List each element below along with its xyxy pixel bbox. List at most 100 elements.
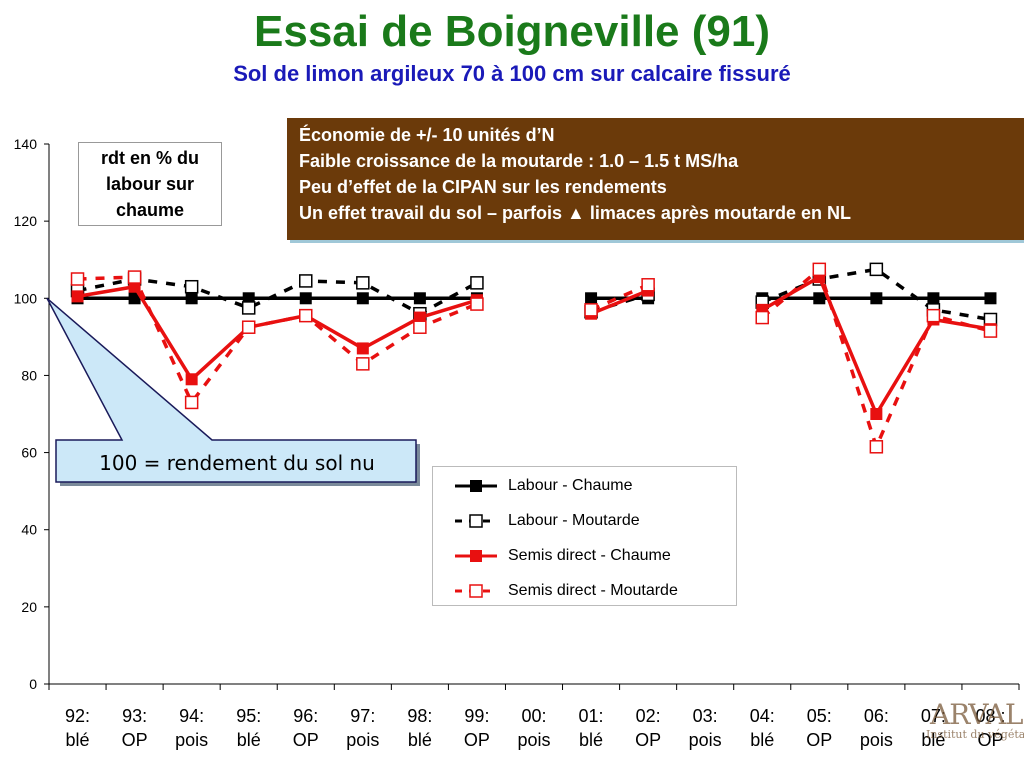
arvalis-logo: ARVALIS Institut du végétal <box>924 694 1024 768</box>
logo-subtext: Institut du végétal <box>926 728 1024 741</box>
x-tick-label: 00: <box>521 706 546 726</box>
legend-label: Labour - Chaume <box>508 477 633 494</box>
x-tick-label: OP <box>977 730 1003 750</box>
y-axis-label-line: labour sur <box>105 174 194 194</box>
data-point <box>184 395 199 410</box>
data-point <box>185 292 198 305</box>
x-tick-label: OP <box>293 730 319 750</box>
x-tick-label: blé <box>579 730 603 750</box>
series-semis-direct-moutarde <box>70 262 998 454</box>
x-tick-label: 05: <box>807 706 832 726</box>
data-point <box>356 342 369 355</box>
y-axis-label: rdt en % du labour sur chaume <box>78 142 222 226</box>
x-tick-label: blé <box>408 730 432 750</box>
series-labour-moutarde <box>70 262 998 327</box>
data-point <box>413 320 427 334</box>
data-point <box>299 308 313 323</box>
data-point <box>413 292 426 305</box>
data-point <box>299 292 312 305</box>
legend-swatch-semis-chaume <box>455 550 497 562</box>
logo-text: ARVALIS <box>930 698 1024 731</box>
info-line: Peu d’effet de la CIPAN sur les rendemen… <box>299 177 667 197</box>
info-line: Un effet travail du sol – parfois ▲ lima… <box>299 203 851 223</box>
data-point <box>983 324 998 338</box>
data-point <box>927 292 940 305</box>
data-point <box>70 272 85 286</box>
data-point <box>128 292 141 305</box>
x-tick-label: OP <box>806 730 832 750</box>
series-line <box>590 288 649 316</box>
legend-label: Labour - Moutarde <box>508 512 640 529</box>
legend-label: Semis direct - Moutarde <box>508 582 678 599</box>
data-point <box>241 320 256 334</box>
chart-axes <box>44 143 1020 690</box>
legend-item: Labour - Moutarde <box>453 506 733 536</box>
y-tick-label: 20 <box>21 599 37 615</box>
y-tick-labels: 0 20 40 60 80 100 120 140 <box>14 136 38 692</box>
data-point <box>870 408 883 420</box>
data-point <box>869 440 884 454</box>
legend-item: Semis direct - Chaume <box>453 541 733 571</box>
x-tick-label: blé <box>921 730 945 750</box>
info-box: Économie de +/- 10 unités d’N Faible cro… <box>287 118 1024 240</box>
chart-legend: Labour - Chaume Labour - Moutarde Semis … <box>432 466 737 606</box>
data-point <box>584 303 598 317</box>
x-tick-label: 98: <box>407 706 432 726</box>
x-tick-label: 93: <box>122 706 147 726</box>
y-tick-label: 60 <box>21 445 37 461</box>
data-point <box>984 292 997 305</box>
x-tick-label: OP <box>122 730 148 750</box>
data-point <box>299 274 313 288</box>
x-tick-label: blé <box>66 730 90 750</box>
x-tick-label: 96: <box>293 706 318 726</box>
y-axis-label-line: chaume <box>115 200 185 220</box>
data-point <box>185 373 198 386</box>
x-tick-label: 06: <box>864 706 889 726</box>
series-semis-direct-chaume <box>71 271 997 420</box>
x-tick-label: 95: <box>236 706 261 726</box>
x-tick-label: 94: <box>179 706 204 726</box>
data-point <box>869 262 884 277</box>
y-tick-label: 40 <box>21 522 37 538</box>
info-line: Économie de +/- 10 unités d’N <box>299 125 555 145</box>
callout-shape <box>46 297 420 486</box>
x-tick-label: 92: <box>65 706 90 726</box>
callout-bubble <box>46 297 417 483</box>
x-tick-label: OP <box>635 730 661 750</box>
y-tick-label: 80 <box>21 367 37 383</box>
x-tick-label: 08 : <box>975 706 1005 726</box>
info-line: Faible croissance de la moutarde : 1.0 –… <box>299 151 739 171</box>
data-point <box>470 297 484 311</box>
callout-text: 100 = rendement du sol nu <box>99 451 375 475</box>
x-tick-labels: 92: blé 93: OP 94: pois 95: blé 96: OP 97: pois 98: b… <box>65 706 1005 750</box>
x-tick-label: 01: <box>579 706 604 726</box>
x-tick-label: blé <box>237 730 261 750</box>
series-line <box>77 275 478 405</box>
data-point <box>71 290 84 303</box>
x-tick-label: pois <box>860 730 893 750</box>
data-point <box>926 308 941 323</box>
data-point <box>813 292 826 305</box>
series-layer <box>70 262 998 454</box>
x-tick-label: 04: <box>750 706 775 726</box>
data-point <box>356 292 369 305</box>
series-line <box>77 284 478 382</box>
x-tick-label: pois <box>175 730 208 750</box>
x-tick-label: 03: <box>693 706 718 726</box>
legend-label: Semis direct - Chaume <box>508 547 671 564</box>
legend-item: Labour - Chaume <box>453 471 733 501</box>
y-tick-label: 100 <box>14 290 38 306</box>
legend-swatch-semis-moutarde <box>455 584 497 598</box>
x-tick-label: pois <box>517 730 550 750</box>
y-tick-label: 0 <box>29 676 37 692</box>
x-tick-label: pois <box>689 730 722 750</box>
data-point <box>356 276 370 290</box>
y-tick-label: 140 <box>14 136 38 152</box>
chart-subtitle: Sol de limon argileux 70 à 100 cm sur ca… <box>233 61 791 86</box>
y-axis-label-line: rdt en % du <box>101 148 199 168</box>
x-tick-label: blé <box>750 730 774 750</box>
chart-title: Essai de Boigneville (91) <box>254 7 770 56</box>
x-tick-label: OP <box>464 730 490 750</box>
data-point <box>241 301 256 315</box>
